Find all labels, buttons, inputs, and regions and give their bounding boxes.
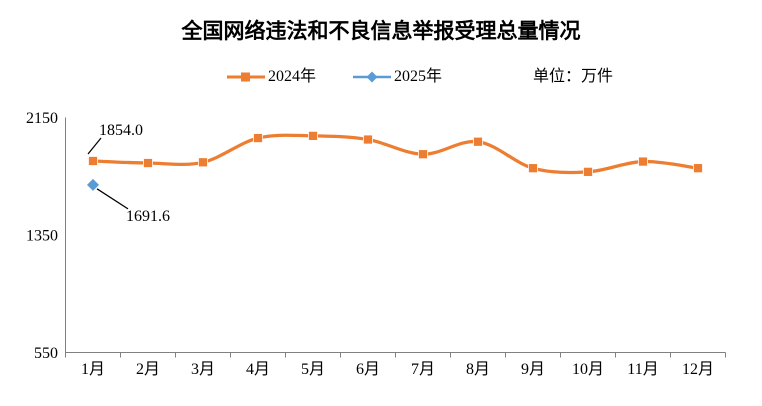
- legend-marker-2025-icon: [353, 71, 391, 83]
- legend-label-2025: 2025年: [394, 68, 443, 85]
- y-axis-label: 1350: [26, 228, 58, 245]
- data-point-marker: [198, 157, 208, 168]
- data-point-marker: [308, 130, 318, 141]
- data-point-marker: [143, 158, 153, 168]
- data-label: 1854.0: [99, 122, 143, 139]
- data-point-marker: [418, 149, 428, 160]
- data-point-marker: [583, 166, 593, 177]
- chart-title: 全国网络违法和不良信息举报受理总量情况: [181, 20, 581, 43]
- annotation-leader-line: [96, 188, 129, 210]
- x-axis-label: 12月: [682, 361, 714, 378]
- data-label: 1691.6: [126, 208, 170, 225]
- y-axis-label: 2150: [26, 110, 58, 127]
- data-point-marker: [528, 163, 538, 174]
- series-line-2024年: [91, 133, 700, 175]
- x-axis-label: 5月: [301, 361, 325, 378]
- x-axis-label: 8月: [466, 361, 490, 378]
- data-point-marker: [253, 133, 263, 143]
- annotation-leader-line: [87, 137, 102, 155]
- legend-item-2025: 2025年: [353, 68, 442, 86]
- x-axis-label: 6月: [356, 361, 380, 378]
- x-axis-label: 2月: [136, 361, 160, 378]
- data-point-marker: [363, 134, 373, 145]
- x-axis-label: 1月: [81, 361, 105, 378]
- x-axis-label: 7月: [411, 361, 435, 378]
- legend-marker-2024-icon: [227, 72, 265, 82]
- x-axis-label: 4月: [246, 361, 270, 378]
- x-axis-label: 3月: [191, 361, 215, 378]
- legend-item-2024: 2024年: [227, 68, 316, 86]
- data-point-marker: [87, 178, 99, 191]
- data-point-marker: [693, 163, 703, 174]
- x-axis-label: 11月: [627, 361, 658, 378]
- y-axis-label: 550: [34, 345, 58, 362]
- legend-label-2024: 2024年: [268, 68, 317, 85]
- unit-label: 单位：万件: [533, 68, 614, 85]
- data-point-marker: [88, 156, 98, 166]
- data-point-marker: [473, 136, 483, 147]
- x-axis-label: 10月: [572, 361, 604, 378]
- x-axis-label: 9月: [521, 361, 545, 378]
- data-point-marker: [638, 156, 648, 167]
